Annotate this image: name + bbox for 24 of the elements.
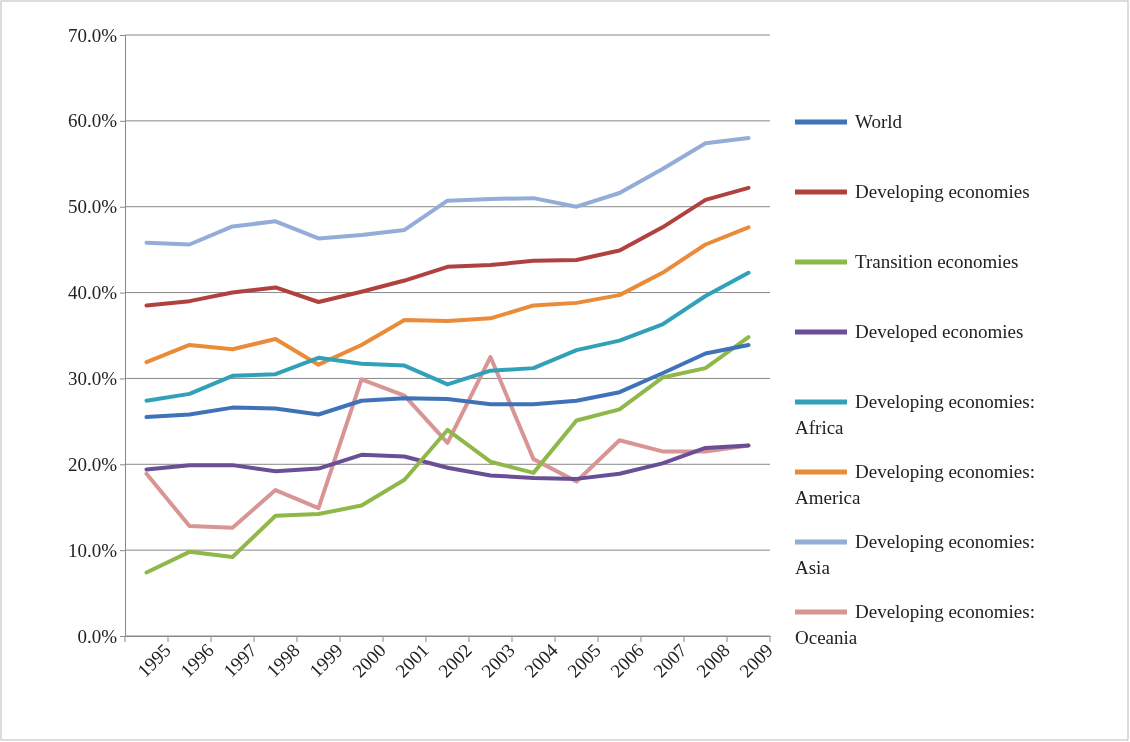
y-tick-label: 40.0% bbox=[67, 282, 118, 304]
legend-label: Developing economies: Africa bbox=[795, 391, 1035, 438]
text: Developing economies: Asia bbox=[795, 531, 1035, 578]
line-series bbox=[144, 270, 751, 403]
y-tick-label: 20.0% bbox=[67, 453, 118, 475]
legend-label: World bbox=[855, 111, 903, 132]
x-tick-label: 1999 bbox=[305, 639, 347, 682]
y-tick-label: 70.0% bbox=[67, 24, 118, 46]
y-tick-label: 50.0% bbox=[67, 196, 118, 218]
legend-label: Developed economies bbox=[855, 321, 1024, 342]
legend-label: Developing economies: America bbox=[795, 461, 1035, 508]
line-series bbox=[144, 335, 751, 575]
line-series bbox=[144, 443, 751, 481]
legend-label: Transition economies bbox=[855, 251, 1019, 272]
y-tick-label: 30.0% bbox=[67, 368, 118, 390]
legend-label: Developing economies: Oceania bbox=[795, 601, 1035, 648]
line-series bbox=[144, 185, 751, 308]
y-tick-label: 0.0% bbox=[77, 625, 118, 647]
line-series bbox=[144, 342, 751, 420]
line-series bbox=[144, 136, 751, 247]
y-tick-label: 60.0% bbox=[67, 110, 118, 132]
legend-label: Developing economies bbox=[855, 181, 1030, 202]
y-tick-label: 10.0% bbox=[67, 539, 118, 561]
line-series bbox=[144, 225, 751, 367]
